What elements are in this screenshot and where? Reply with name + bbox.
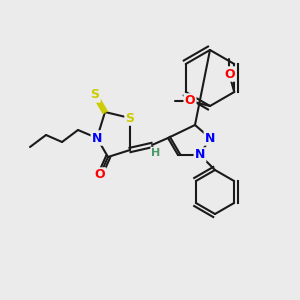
Text: N: N [92, 131, 102, 145]
Text: S: S [91, 88, 100, 101]
Text: O: O [185, 94, 195, 107]
Text: N: N [195, 148, 205, 161]
Text: H: H [152, 148, 160, 158]
Text: N: N [205, 131, 215, 145]
Text: O: O [224, 68, 235, 80]
Text: S: S [125, 112, 134, 124]
Text: O: O [95, 169, 105, 182]
